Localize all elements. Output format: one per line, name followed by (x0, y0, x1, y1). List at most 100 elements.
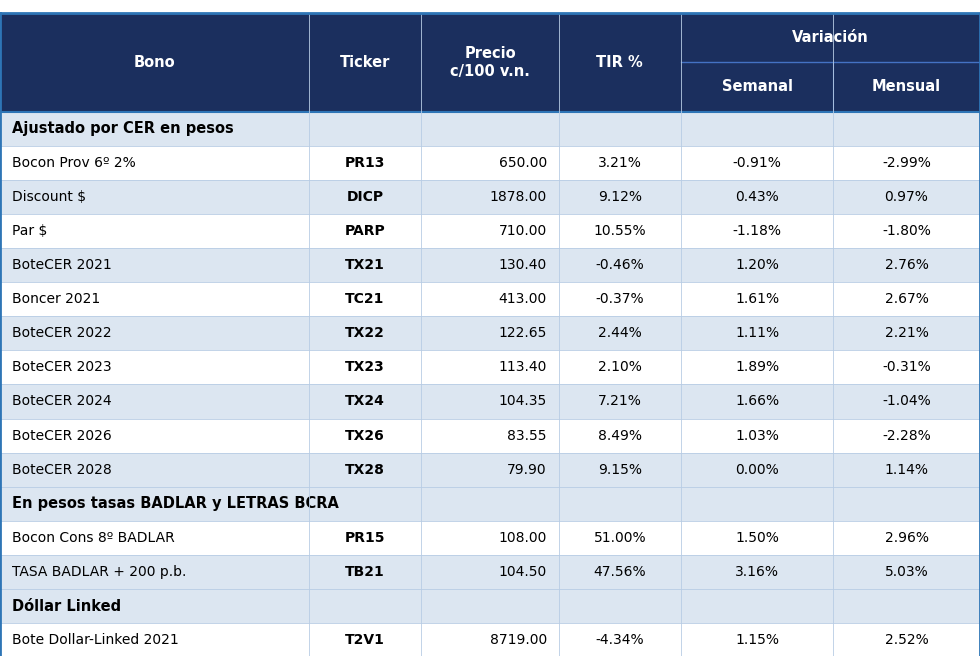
Text: 8719.00: 8719.00 (490, 633, 547, 647)
Text: 10.55%: 10.55% (594, 224, 646, 238)
Text: 2.10%: 2.10% (598, 360, 642, 375)
Text: Semanal: Semanal (721, 79, 793, 94)
Text: 710.00: 710.00 (499, 224, 547, 238)
Text: 104.35: 104.35 (499, 394, 547, 409)
Text: 108.00: 108.00 (499, 531, 547, 545)
Text: TC21: TC21 (345, 292, 385, 306)
Text: 1.89%: 1.89% (735, 360, 779, 375)
Text: Bocon Prov 6º 2%: Bocon Prov 6º 2% (12, 155, 135, 170)
Text: 122.65: 122.65 (499, 326, 547, 340)
Text: Dóllar Linked: Dóllar Linked (12, 599, 121, 613)
Text: 2.76%: 2.76% (885, 258, 928, 272)
Text: 1.14%: 1.14% (885, 462, 928, 477)
Text: Bocon Cons 8º BADLAR: Bocon Cons 8º BADLAR (12, 531, 174, 545)
Bar (0, 555, 980, 589)
Text: 1.66%: 1.66% (735, 394, 779, 409)
Bar (0, 419, 980, 453)
Bar (0, 180, 980, 214)
Text: Ticker: Ticker (340, 55, 390, 70)
Bar (0, 282, 980, 316)
Text: 7.21%: 7.21% (598, 394, 642, 409)
Text: Discount $: Discount $ (12, 190, 86, 204)
Text: 1878.00: 1878.00 (490, 190, 547, 204)
Text: 79.90: 79.90 (508, 462, 547, 477)
Text: 2.67%: 2.67% (885, 292, 928, 306)
Bar (0, 487, 980, 521)
Text: TASA BADLAR + 200 p.b.: TASA BADLAR + 200 p.b. (12, 565, 186, 579)
Bar (0, 623, 980, 656)
Text: TX22: TX22 (345, 326, 385, 340)
Text: TX26: TX26 (345, 428, 385, 443)
Bar (0, 589, 980, 623)
Text: 3.21%: 3.21% (598, 155, 642, 170)
Text: DICP: DICP (347, 190, 383, 204)
Text: -0.46%: -0.46% (596, 258, 644, 272)
Text: 2.44%: 2.44% (598, 326, 642, 340)
Text: 2.96%: 2.96% (885, 531, 928, 545)
Text: 113.40: 113.40 (499, 360, 547, 375)
Text: -1.04%: -1.04% (882, 394, 931, 409)
Text: 1.11%: 1.11% (735, 326, 779, 340)
Bar (0, 146, 980, 180)
Text: Ajustado por CER en pesos: Ajustado por CER en pesos (12, 121, 233, 136)
Bar (0, 521, 980, 555)
Text: T2V1: T2V1 (345, 633, 385, 647)
Text: 9.12%: 9.12% (598, 190, 642, 204)
Bar (0, 112, 980, 146)
Text: Par $: Par $ (12, 224, 47, 238)
Text: 0.97%: 0.97% (885, 190, 928, 204)
Text: BoteCER 2023: BoteCER 2023 (12, 360, 112, 375)
Text: 1.50%: 1.50% (735, 531, 779, 545)
Text: 130.40: 130.40 (499, 258, 547, 272)
Text: -1.18%: -1.18% (733, 224, 782, 238)
Text: BoteCER 2026: BoteCER 2026 (12, 428, 112, 443)
Text: -0.91%: -0.91% (733, 155, 781, 170)
Text: TX24: TX24 (345, 394, 385, 409)
Text: 104.50: 104.50 (499, 565, 547, 579)
Bar (0, 248, 980, 282)
Text: PR15: PR15 (345, 531, 385, 545)
Text: BoteCER 2021: BoteCER 2021 (12, 258, 112, 272)
Text: -1.80%: -1.80% (882, 224, 931, 238)
Text: PR13: PR13 (345, 155, 385, 170)
Text: Variación: Variación (792, 30, 869, 45)
Text: 9.15%: 9.15% (598, 462, 642, 477)
Text: TX28: TX28 (345, 462, 385, 477)
Text: -2.28%: -2.28% (882, 428, 931, 443)
Bar (0, 214, 980, 248)
Text: 3.16%: 3.16% (735, 565, 779, 579)
Text: PARP: PARP (345, 224, 385, 238)
Text: Boncer 2021: Boncer 2021 (12, 292, 100, 306)
Text: TX21: TX21 (345, 258, 385, 272)
Text: Bono: Bono (133, 55, 175, 70)
Bar (0, 13, 980, 112)
Text: 51.00%: 51.00% (594, 531, 646, 545)
Text: 2.21%: 2.21% (885, 326, 928, 340)
Text: 83.55: 83.55 (508, 428, 547, 443)
Text: 1.20%: 1.20% (735, 258, 779, 272)
Text: TB21: TB21 (345, 565, 385, 579)
Text: BoteCER 2022: BoteCER 2022 (12, 326, 112, 340)
Text: TX23: TX23 (345, 360, 385, 375)
Text: -4.34%: -4.34% (596, 633, 644, 647)
Text: 5.03%: 5.03% (885, 565, 928, 579)
Text: 650.00: 650.00 (499, 155, 547, 170)
Text: -2.99%: -2.99% (882, 155, 931, 170)
Text: Bote Dollar-Linked 2021: Bote Dollar-Linked 2021 (12, 633, 178, 647)
Text: 0.43%: 0.43% (735, 190, 779, 204)
Text: 0.00%: 0.00% (735, 462, 779, 477)
Text: 1.61%: 1.61% (735, 292, 779, 306)
Text: 8.49%: 8.49% (598, 428, 642, 443)
Text: TIR %: TIR % (597, 55, 643, 70)
Text: 47.56%: 47.56% (594, 565, 646, 579)
Text: En pesos tasas BADLAR y LETRAS BCRA: En pesos tasas BADLAR y LETRAS BCRA (12, 497, 339, 511)
Text: 413.00: 413.00 (499, 292, 547, 306)
Text: BoteCER 2028: BoteCER 2028 (12, 462, 112, 477)
Bar (0, 350, 980, 384)
Bar (0, 316, 980, 350)
Text: 2.52%: 2.52% (885, 633, 928, 647)
Text: 1.15%: 1.15% (735, 633, 779, 647)
Text: 1.03%: 1.03% (735, 428, 779, 443)
Text: Mensual: Mensual (872, 79, 941, 94)
Bar (0, 384, 980, 419)
